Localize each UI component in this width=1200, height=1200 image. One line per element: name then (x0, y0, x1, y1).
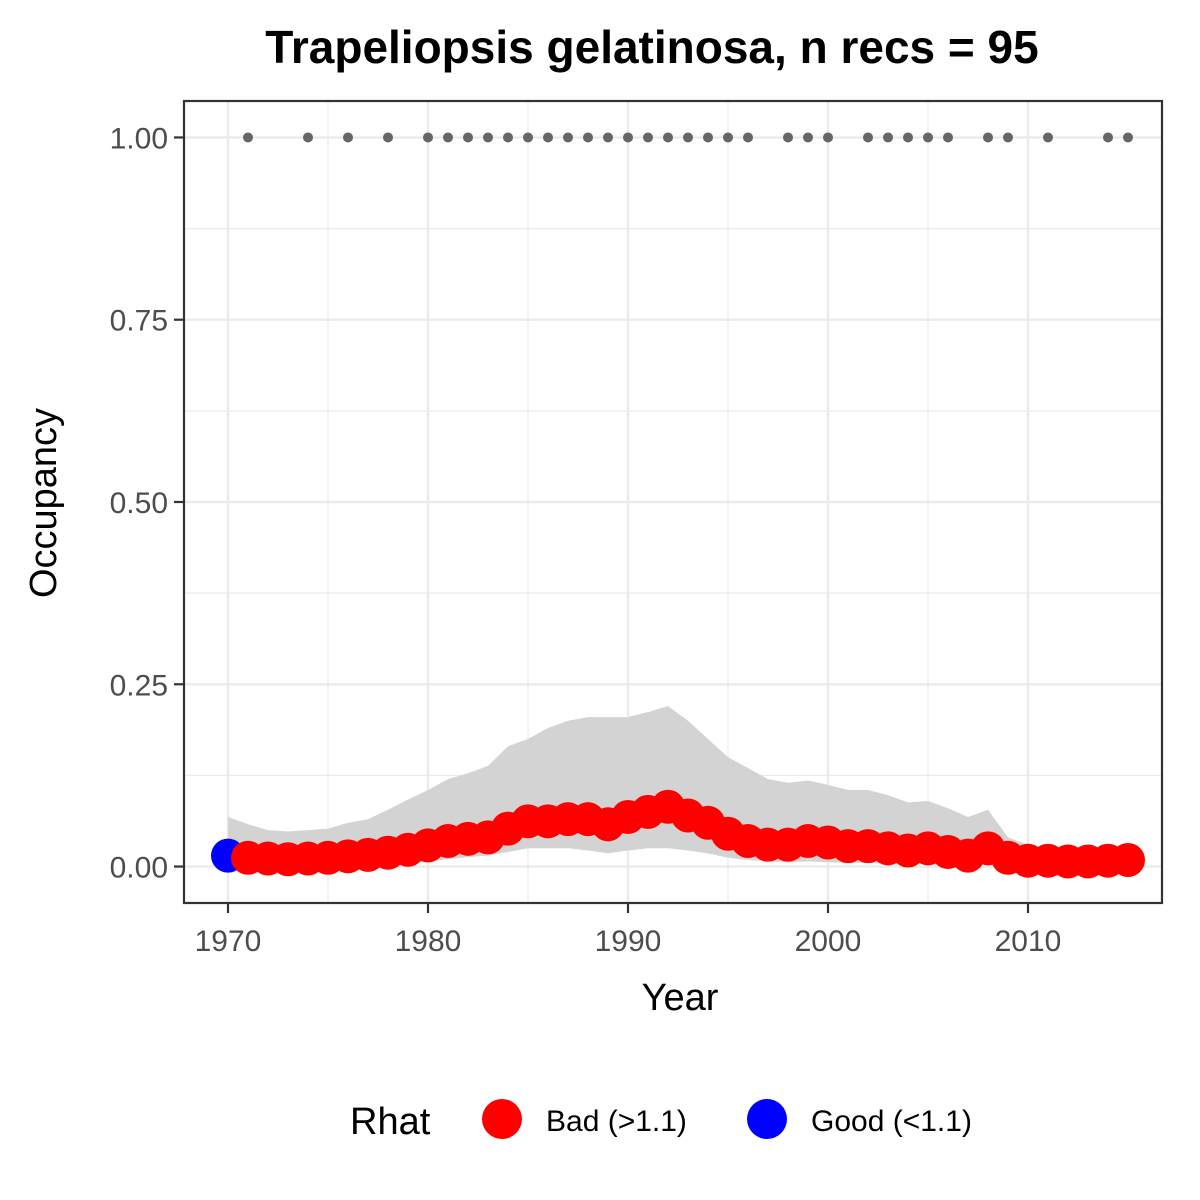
record-point (463, 132, 473, 143)
y-tick-label: 1.00 (110, 122, 168, 155)
record-point (723, 132, 733, 143)
record-point (663, 132, 673, 143)
x-axis-title: Year (642, 977, 719, 1019)
record-point (803, 132, 813, 143)
x-axis: 1970 1980 1990 2000 2010 (195, 903, 1062, 958)
record-point (1043, 132, 1053, 143)
y-tick-label: 0.00 (110, 852, 168, 885)
record-point (243, 132, 253, 143)
legend-title: Rhat (350, 1101, 431, 1143)
record-point (563, 132, 573, 143)
record-point (943, 132, 953, 143)
record-point (343, 132, 353, 143)
record-point (983, 132, 993, 143)
record-point (903, 132, 913, 143)
record-points (243, 132, 1133, 143)
record-point (923, 132, 933, 143)
record-point (423, 132, 433, 143)
record-point (703, 132, 713, 143)
record-point (303, 132, 313, 143)
legend-key-good (747, 1099, 787, 1139)
y-axis-title: Occupancy (23, 408, 65, 598)
record-point (643, 132, 653, 143)
y-tick-label: 0.75 (110, 305, 168, 338)
record-point (503, 132, 513, 143)
record-point (483, 132, 493, 143)
legend: Rhat Bad (>1.1) Good (<1.1) (350, 1099, 972, 1143)
record-point (1003, 132, 1013, 143)
legend-key-bad (482, 1099, 522, 1139)
x-tick-label: 1970 (195, 925, 262, 958)
record-point (383, 132, 393, 143)
record-point (883, 132, 893, 143)
x-tick-label: 1980 (395, 925, 462, 958)
record-point (1123, 132, 1133, 143)
occupancy-points (211, 789, 1145, 879)
plot-panel (182, 99, 1164, 905)
record-point (823, 132, 833, 143)
record-point (603, 132, 613, 143)
record-point (1103, 132, 1113, 143)
legend-label-good: Good (<1.1) (811, 1105, 972, 1138)
y-tick-label: 0.25 (110, 669, 168, 702)
record-point (683, 132, 693, 143)
x-tick-label: 2000 (795, 925, 862, 958)
record-point (863, 132, 873, 143)
record-point (583, 132, 593, 143)
occupancy-point-bad (1111, 842, 1145, 877)
y-axis: 0.00 0.25 0.50 0.75 1.00 (110, 122, 184, 885)
x-tick-label: 1990 (595, 925, 662, 958)
record-point (783, 132, 793, 143)
record-point (743, 132, 753, 143)
legend-label-bad: Bad (>1.1) (546, 1105, 687, 1138)
record-point (523, 132, 533, 143)
record-point (543, 132, 553, 143)
record-point (443, 132, 453, 143)
chart-title: Trapeliopsis gelatinosa, n recs = 95 (265, 21, 1038, 73)
record-point (623, 132, 633, 143)
y-tick-label: 0.50 (110, 487, 168, 520)
x-tick-label: 2010 (995, 925, 1062, 958)
